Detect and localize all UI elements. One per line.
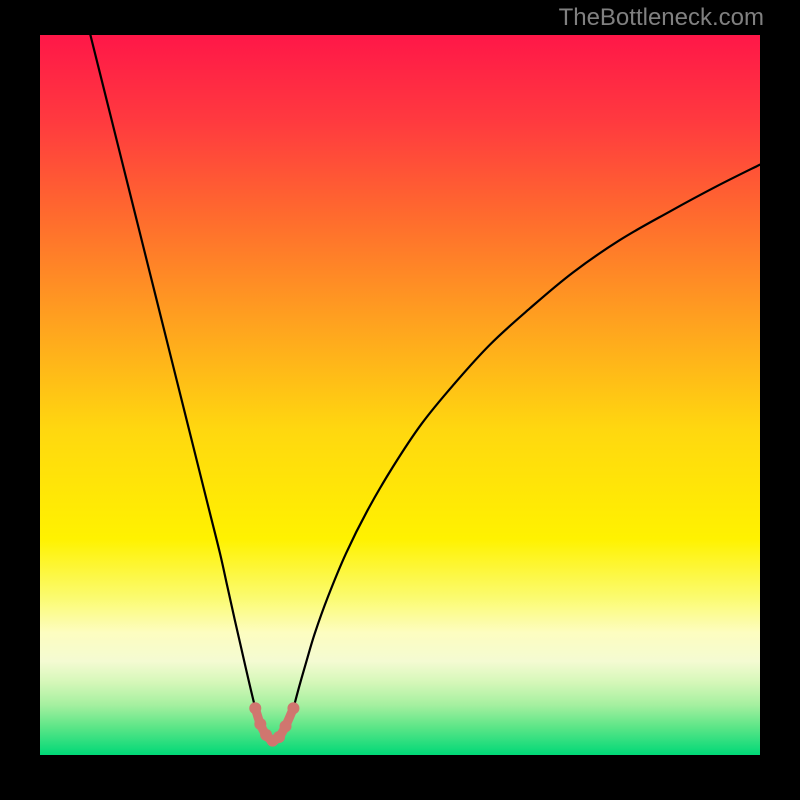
marker-point	[254, 718, 266, 730]
plot-area	[40, 35, 760, 755]
marker-point	[273, 731, 285, 743]
gradient-background	[40, 35, 760, 755]
watermark-text: TheBottleneck.com	[559, 4, 764, 32]
marker-point	[249, 702, 261, 714]
chart-svg	[40, 35, 760, 755]
marker-point	[287, 702, 299, 714]
marker-point	[280, 720, 292, 732]
